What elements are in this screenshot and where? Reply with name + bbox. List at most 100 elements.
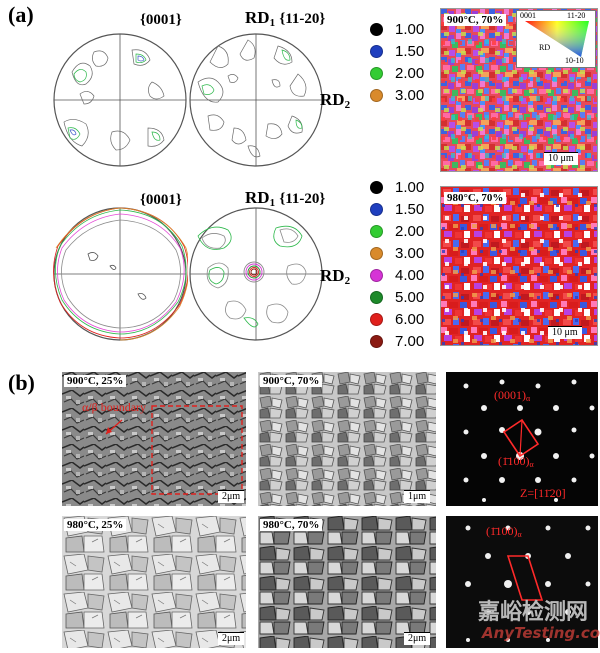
spot-sub: α xyxy=(517,530,522,539)
legend-value: 1.00 xyxy=(395,20,425,38)
rd2-sub: 2 xyxy=(344,99,351,111)
rd1-sub: 1 xyxy=(269,17,276,29)
pole-figure-0001-row1 xyxy=(53,33,187,167)
legend-item: 1.50 xyxy=(370,40,424,62)
legend-value: 2.00 xyxy=(395,64,425,82)
panel-a-label: (a) xyxy=(8,2,34,27)
legend-value: 3.00 xyxy=(395,86,425,104)
legend-value: 1.50 xyxy=(395,200,425,218)
pole-figure-title-1120-row2: RD1 {11-20} xyxy=(245,188,325,209)
tem-scalebar-3: 2μm xyxy=(218,632,245,645)
saed-pattern-bottom xyxy=(446,516,598,648)
plane-text: {11-20} xyxy=(279,191,326,207)
rd2-text: RD xyxy=(320,266,345,285)
spot-sub: α xyxy=(526,394,531,403)
ipf-label-1010: 10-10 xyxy=(565,56,584,65)
legend-value: 4.00 xyxy=(395,266,425,284)
ebsd-map-980-70 xyxy=(440,186,598,346)
legend-item: 5.00 xyxy=(370,286,424,308)
legend-dot xyxy=(370,66,383,80)
tem-scalebar-2: 1μm xyxy=(404,490,431,503)
spot-label: (1̄100) xyxy=(486,524,518,538)
pole-figure-title-0001-row2: {0001} xyxy=(140,192,182,208)
legend-value: 7.00 xyxy=(395,332,425,350)
legend-dot xyxy=(370,246,383,260)
scalebar-row1: 10 μm xyxy=(544,152,578,165)
pole-figure-title-1120-row1: RD1 {11-20} xyxy=(245,8,325,29)
legend-item: 1.50 xyxy=(370,198,424,220)
plane-text: {11-20} xyxy=(279,11,326,27)
pole-figure-1120-row1 xyxy=(189,33,323,167)
tem-scalebar-4: 2μm xyxy=(404,632,431,645)
rd1-text: RD xyxy=(245,8,270,27)
legend-item: 1.00 xyxy=(370,176,424,198)
map-label-row1: 900°C, 70% xyxy=(444,14,507,26)
legend-item: 2.00 xyxy=(370,62,424,84)
legend-row2: 1.00 1.50 2.00 3.00 4.00 5.00 6.00 7.00 xyxy=(370,176,424,352)
legend-value: 1.50 xyxy=(395,42,425,60)
saed-top-spot-0001: (0001)α xyxy=(494,388,530,403)
rd2-label-row2: RD2 xyxy=(320,266,350,287)
ipf-color-key: 0001 11-20 10-10 RD xyxy=(516,10,596,68)
legend-value: 3.00 xyxy=(395,244,425,262)
tem-texture-1 xyxy=(62,372,246,506)
legend-item: 2.00 xyxy=(370,220,424,242)
legend-item: 3.00 xyxy=(370,242,424,264)
spot-label: (1̄100) xyxy=(498,454,530,468)
saed-pattern-top xyxy=(446,372,598,506)
legend-dot xyxy=(370,312,383,326)
ipf-triangle xyxy=(525,21,589,57)
saed-zone-axis: Z=[11̄20] xyxy=(520,486,566,500)
watermark-cn: 嘉峪检测网 xyxy=(478,600,589,625)
tem-scalebar-1: 2μm xyxy=(218,490,245,503)
spot-sub: α xyxy=(529,460,534,469)
rd1-text: RD xyxy=(245,188,270,207)
spot-label: (0001) xyxy=(494,388,526,402)
tem-texture-4 xyxy=(258,516,436,648)
ebsd-grains-row2 xyxy=(441,187,597,345)
tem-image-980-70 xyxy=(258,516,436,648)
tem-image-980-25 xyxy=(62,516,246,648)
legend-dot xyxy=(370,268,383,282)
tem-label-1: 900°C, 25% xyxy=(64,375,127,387)
legend-dot xyxy=(370,180,383,194)
panel-b-label: (b) xyxy=(8,370,35,395)
ipf-label-0001: 0001 xyxy=(520,11,536,20)
legend-item: 6.00 xyxy=(370,308,424,330)
tem-label-3: 980°C, 25% xyxy=(64,519,127,531)
legend-dot xyxy=(370,202,383,216)
tem-texture-2 xyxy=(258,372,436,506)
watermark-en: AnyTesting.com xyxy=(482,624,600,642)
legend-value: 2.00 xyxy=(395,222,425,240)
rd2-text: RD xyxy=(320,90,345,109)
legend-value: 5.00 xyxy=(395,288,425,306)
rd2-label-row1: RD2 xyxy=(320,90,350,111)
pole-figure-0001-row2 xyxy=(53,207,188,341)
tem-texture-3 xyxy=(62,516,246,648)
legend-dot xyxy=(370,334,383,348)
saed-spots-bottom xyxy=(465,525,591,642)
legend-dot xyxy=(370,88,383,102)
scalebar-row2: 10 μm xyxy=(548,326,582,339)
map-label-row2: 980°C, 70% xyxy=(444,192,507,204)
pole-figure-1120-row2 xyxy=(189,207,323,341)
tem-label-4: 980°C, 70% xyxy=(260,519,323,531)
legend-item: 7.00 xyxy=(370,330,424,352)
ab-boundary-annotation: α/β boundary xyxy=(82,400,147,414)
legend-value: 1.00 xyxy=(395,178,425,196)
saed-bottom-spot-1100: (1̄100)α xyxy=(486,524,522,539)
tem-label-2: 900°C, 70% xyxy=(260,375,323,387)
legend-row1: 1.00 1.50 2.00 3.00 xyxy=(370,18,424,106)
rd2-sub: 2 xyxy=(344,275,351,287)
saed-top-spot-1100: (1̄100)α xyxy=(498,454,534,469)
legend-item: 1.00 xyxy=(370,18,424,40)
legend-dot xyxy=(370,224,383,238)
legend-dot xyxy=(370,22,383,36)
legend-item: 4.00 xyxy=(370,264,424,286)
legend-item: 3.00 xyxy=(370,84,424,106)
pole-figure-title-0001-row1: {0001} xyxy=(140,12,182,28)
legend-dot xyxy=(370,290,383,304)
ipf-label-1120: 11-20 xyxy=(567,11,586,20)
saed-spots-top xyxy=(463,379,595,502)
tem-image-900-70 xyxy=(258,372,436,506)
